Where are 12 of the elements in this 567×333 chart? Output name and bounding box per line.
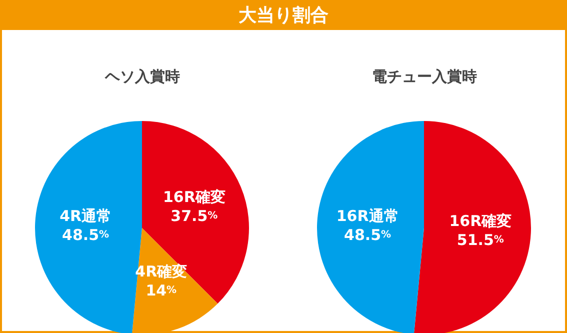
chart-title: 電チュー入賞時 [372,68,477,86]
slice-label: 16R確変 [162,188,226,206]
text: 大当り割合 [2,2,565,30]
data-label: 14% [146,282,177,300]
slice-label: 16R通常 [336,206,399,225]
data-label: 37.5% [170,206,218,225]
chart-title: ヘソ入賞時 [104,68,180,86]
data-label: 51.5% [456,231,504,250]
slice-label: 4R通常 [60,206,112,225]
slice-label: 16R確変 [449,212,512,230]
data-label: 48.5% [344,226,392,244]
data-label: 48.5% [62,226,110,244]
